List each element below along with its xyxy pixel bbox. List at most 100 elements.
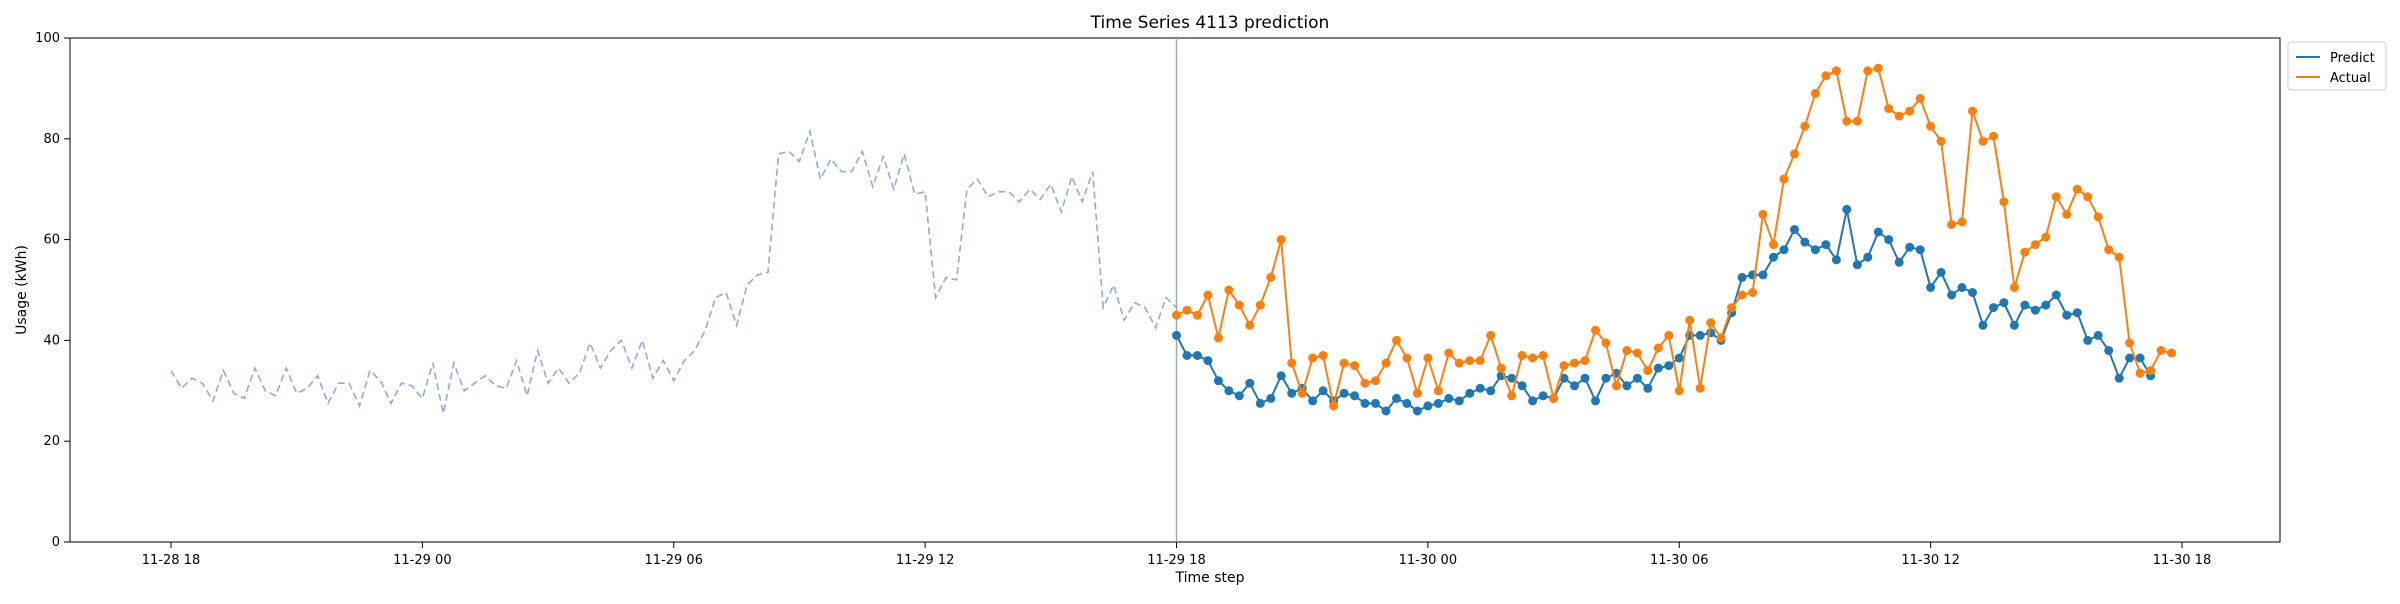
data-point-predict: [1360, 398, 1370, 408]
data-point-actual: [1559, 361, 1569, 371]
data-point-predict: [1444, 393, 1454, 403]
data-point-actual: [1329, 401, 1339, 411]
data-point-actual: [1905, 106, 1915, 116]
data-point-predict: [1790, 225, 1799, 234]
data-point-actual: [1831, 66, 1841, 76]
data-point-predict: [1350, 391, 1360, 401]
data-point-actual: [1224, 285, 1234, 295]
data-point-actual: [1507, 391, 1517, 401]
data-point-predict: [1894, 257, 1904, 267]
data-point-actual: [1978, 136, 1988, 146]
data-point-predict: [1224, 386, 1234, 396]
data-point-predict: [1926, 283, 1936, 292]
data-point-predict: [1957, 283, 1967, 292]
data-point-predict: [1978, 320, 1988, 330]
data-point-actual: [1685, 315, 1695, 325]
data-point-predict: [1392, 393, 1401, 403]
data-point-actual: [2083, 192, 2093, 202]
data-point-actual: [2135, 368, 2145, 378]
data-point-actual: [1863, 66, 1873, 76]
data-point-predict: [2072, 308, 2082, 318]
data-point-actual: [1737, 290, 1747, 300]
data-point-actual: [1873, 63, 1883, 73]
data-point-actual: [1496, 363, 1506, 373]
data-point-actual: [1926, 121, 1936, 131]
data-point-predict: [1758, 270, 1768, 280]
data-point-predict: [1192, 351, 1202, 360]
data-point-predict: [1245, 378, 1255, 388]
plot-area: 0 20 40 60 80 100 11-28 18 11-29 00 11-29 06 11-2…: [35, 31, 2281, 568]
data-point-predict: [1276, 371, 1286, 381]
data-point-actual: [1989, 131, 1998, 141]
y-axis-label: Usage (kWh): [14, 245, 30, 335]
y-tick-label: 0: [52, 535, 60, 550]
data-point-predict: [1852, 260, 1862, 270]
y-tick-label: 60: [43, 233, 60, 248]
data-point-predict: [1936, 267, 1946, 277]
x-tick-label: 11-30 18: [2153, 553, 2211, 568]
data-point-predict: [2114, 373, 2124, 383]
data-point-actual: [1486, 330, 1496, 340]
data-point-predict: [1402, 398, 1412, 408]
data-point-actual: [1643, 366, 1653, 376]
data-point-predict: [1632, 373, 1642, 383]
data-point-predict: [1769, 252, 1778, 262]
data-point-predict: [1538, 391, 1548, 401]
data-point-actual: [1748, 288, 1758, 297]
data-point-predict: [1507, 373, 1517, 383]
data-point-predict: [2020, 300, 2030, 310]
data-point-predict: [1308, 396, 1318, 406]
data-point-actual: [1266, 272, 1276, 282]
data-point-predict: [1622, 381, 1632, 391]
data-point-actual: [2051, 192, 2061, 202]
data-point-actual: [1234, 300, 1244, 310]
history-line: [170, 128, 1178, 414]
data-point-predict: [1412, 406, 1422, 416]
data-point-predict: [2062, 310, 2072, 320]
data-point-actual: [2062, 209, 2072, 219]
data-point-predict: [1454, 396, 1464, 406]
data-point-predict: [1266, 393, 1276, 403]
data-point-predict: [1318, 386, 1328, 396]
data-point-actual: [1350, 361, 1360, 371]
x-axis-label: Time step: [1175, 570, 1245, 586]
data-point-predict: [1831, 255, 1841, 265]
data-point-predict: [1475, 383, 1485, 393]
data-point-predict: [1810, 245, 1820, 255]
data-point-actual: [1674, 386, 1684, 396]
data-point-actual: [1999, 197, 2009, 207]
series-line-predict: [1175, 209, 2152, 413]
data-point-actual: [2009, 283, 2019, 292]
data-point-actual: [1706, 318, 1716, 328]
x-tick-label: 11-29 00: [393, 553, 451, 568]
data-point-actual: [1392, 335, 1401, 345]
data-point-actual: [1957, 217, 1967, 227]
legend: Predict Actual: [2287, 41, 2387, 91]
data-point-predict: [1999, 298, 2009, 308]
data-point-actual: [1245, 320, 1255, 330]
data-point-actual: [1297, 388, 1307, 398]
y-tick-label: 100: [35, 31, 60, 46]
data-point-actual: [1769, 240, 1778, 250]
data-point-actual: [1454, 358, 1464, 368]
data-point-predict: [1203, 356, 1213, 366]
data-point-actual: [2167, 348, 2176, 358]
data-point-actual: [1611, 381, 1621, 391]
data-point-predict: [2104, 346, 2114, 355]
data-point-actual: [1580, 356, 1590, 366]
data-point-predict: [1486, 386, 1496, 396]
data-point-predict: [1884, 235, 1894, 245]
data-point-predict: [1842, 204, 1852, 214]
data-point-predict: [1255, 398, 1265, 408]
data-point-predict: [2135, 353, 2145, 363]
data-point-predict: [1968, 288, 1977, 297]
data-point-actual: [1172, 310, 1181, 320]
data-point-predict: [1423, 401, 1433, 411]
data-point-predict: [1695, 330, 1705, 340]
data-point-predict: [1465, 388, 1475, 398]
data-point-predict: [1989, 303, 1998, 313]
data-point-predict: [1601, 373, 1611, 383]
series-points-actual: [1172, 63, 2176, 411]
data-point-predict: [2093, 330, 2103, 340]
data-point-actual: [1947, 220, 1957, 229]
